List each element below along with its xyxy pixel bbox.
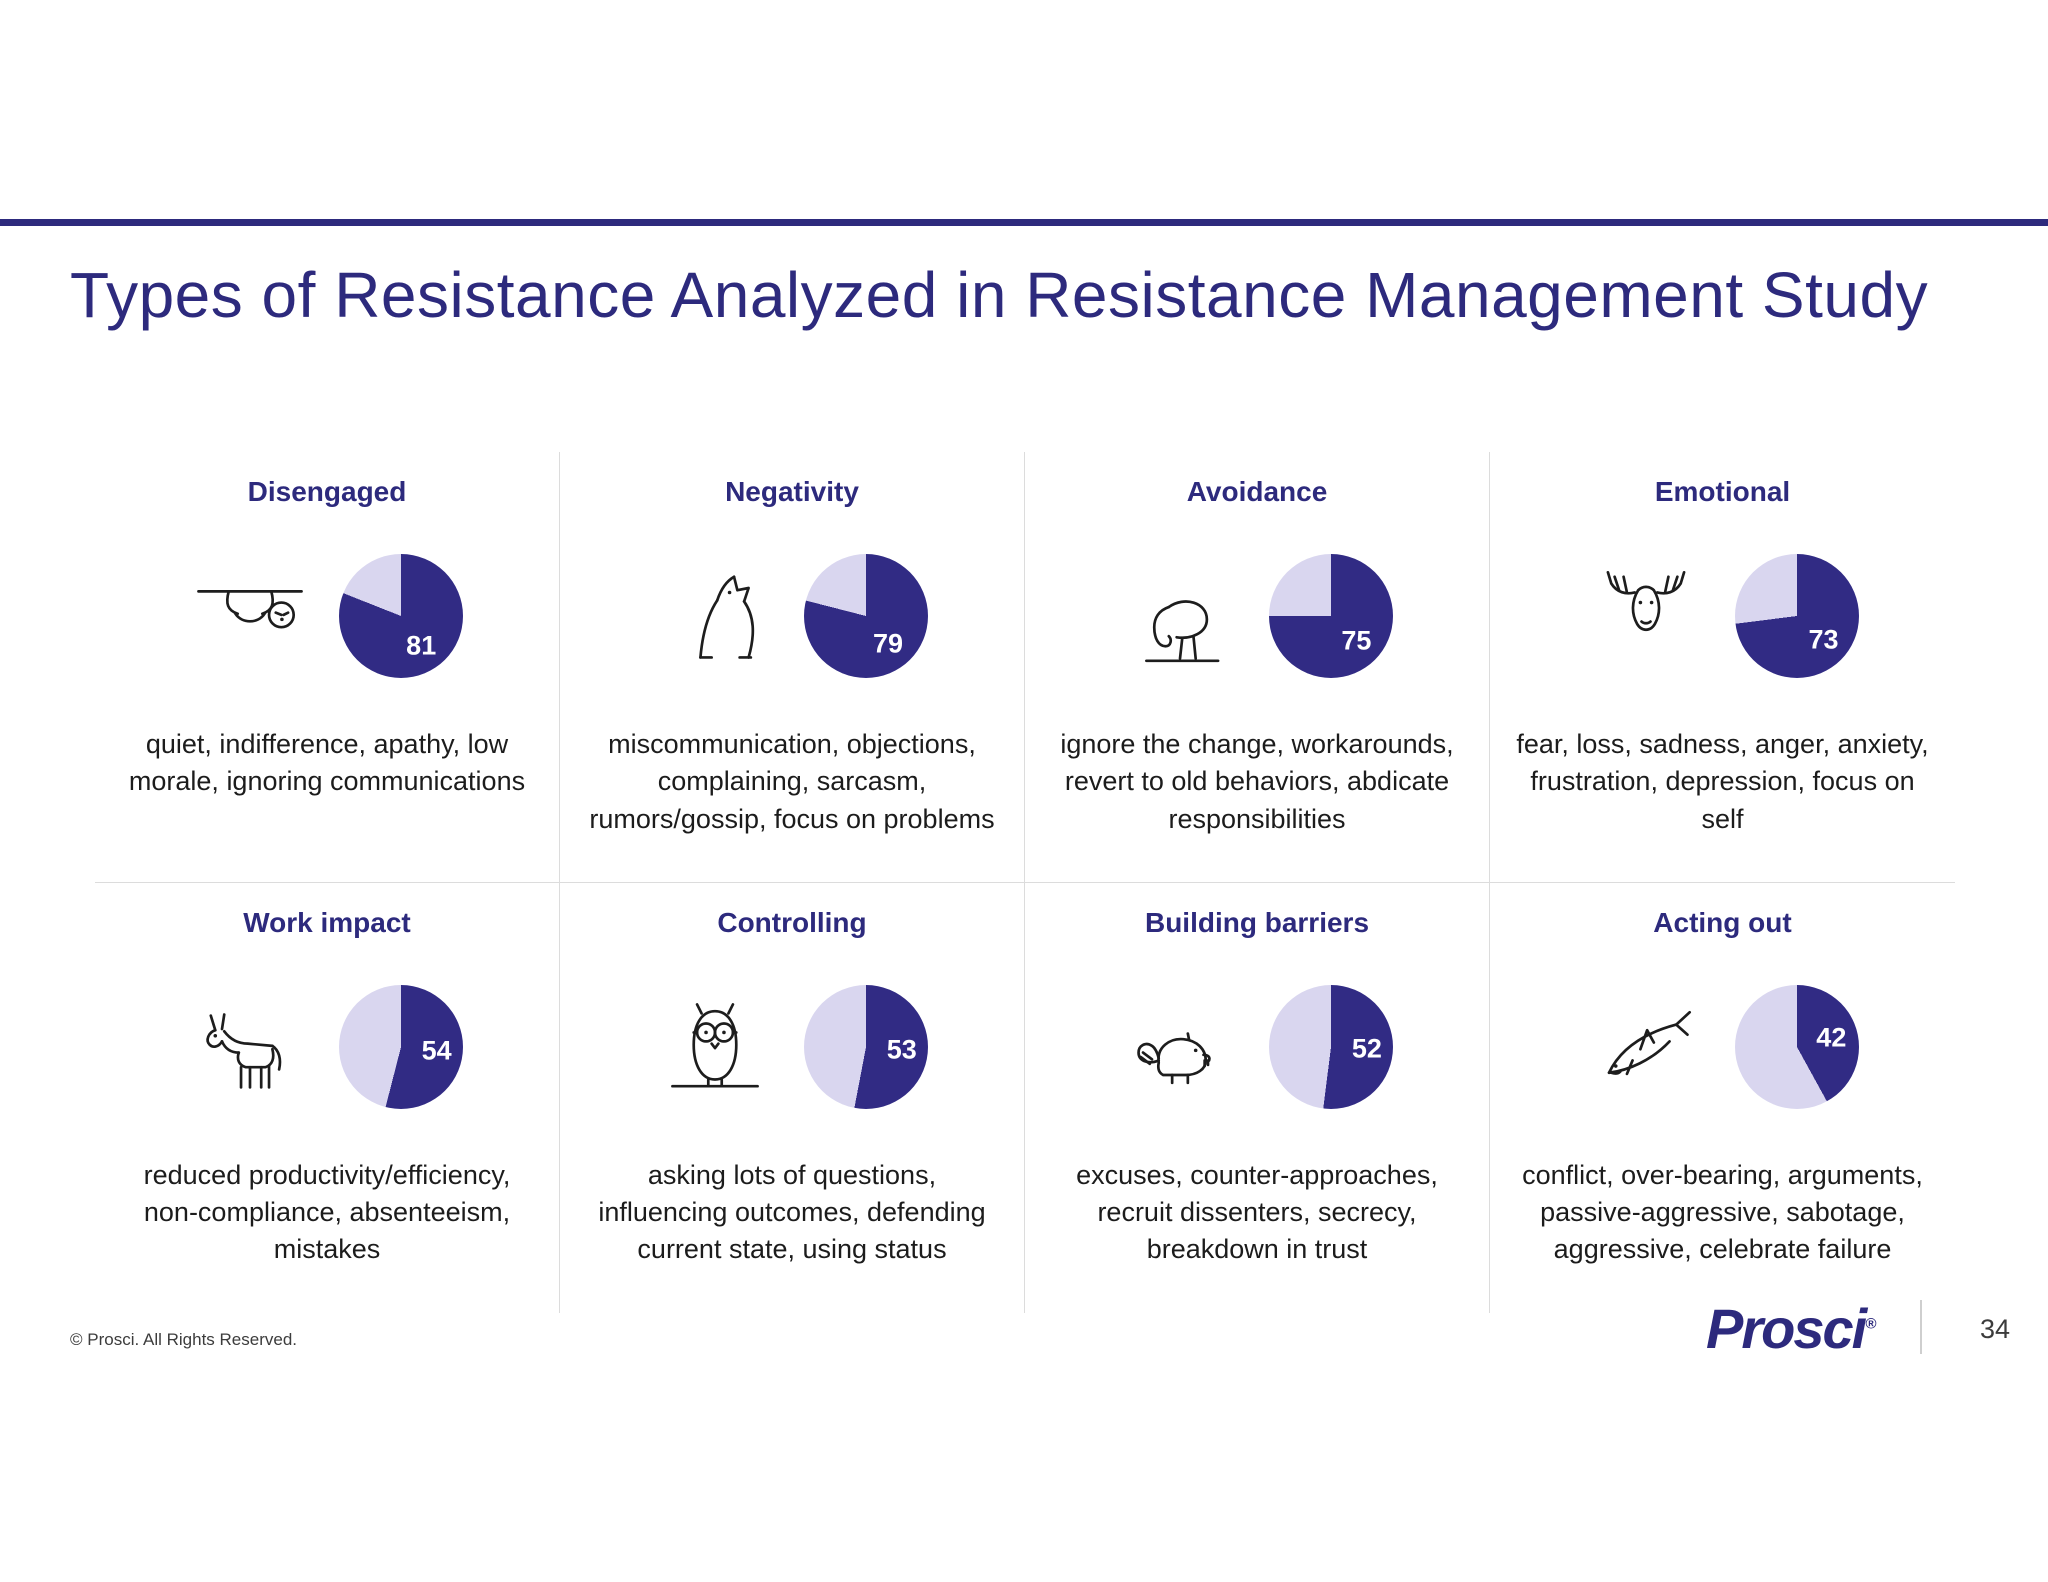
figure-row: 81: [115, 532, 539, 700]
type-card-acting-out: Acting out 42 conflict, over-bearing, ar…: [1490, 881, 1955, 1313]
type-description-work-impact: reduced productivity/efficiency, non-com…: [143, 1159, 511, 1265]
figure-row: 53: [580, 963, 1004, 1131]
prosci-logo-text: Prosci: [1706, 1297, 1867, 1360]
figure-row: 54: [115, 963, 539, 1131]
type-description-acting-out: conflict, over-bearing, arguments, passi…: [1522, 1159, 1923, 1265]
type-description-disengaged: quiet, indifference, apathy, low morale,…: [128, 729, 526, 797]
type-card-avoidance: Avoidance 75 ignore the change, workarou…: [1025, 452, 1490, 882]
shark-icon: [1587, 991, 1705, 1103]
type-description-controlling: asking lots of questions, influencing ou…: [598, 1159, 986, 1265]
pie-chart-work-impact: 54: [339, 984, 463, 1109]
type-card-work-impact: Work impact 54 reduced productivity/effi…: [95, 881, 560, 1313]
footer-divider: [1920, 1300, 1922, 1354]
pie-value-label: 81: [406, 630, 437, 661]
figure-row: 52: [1045, 963, 1469, 1131]
donkey-icon: [191, 991, 309, 1103]
type-title-work-impact: Work impact: [243, 906, 411, 938]
pie-value-label: 53: [886, 1034, 917, 1065]
beaver-icon: [1121, 991, 1239, 1103]
ostrich-icon: [1121, 560, 1239, 672]
owl-icon: [656, 991, 774, 1103]
figure-row: 42: [1510, 963, 1935, 1131]
type-title-building-barriers: Building barriers: [1144, 906, 1370, 938]
pie-value-label: 73: [1808, 624, 1839, 655]
type-card-controlling: Controlling 53 asking lots of questions,…: [560, 881, 1025, 1313]
type-title-disengaged: Disengaged: [247, 476, 407, 507]
pie-chart-avoidance: 75: [1269, 554, 1393, 678]
type-card-building-barriers: Building barriers 52 excuses, counter-ap…: [1025, 881, 1490, 1313]
type-title-acting-out: Acting out: [1653, 906, 1792, 938]
type-card-emotional: Emotional 73 fear, loss, sadness, anger,…: [1490, 452, 1955, 882]
type-description-emotional: fear, loss, sadness, anger, anxiety, fru…: [1516, 729, 1929, 834]
pie-chart-disengaged: 81: [339, 554, 463, 678]
pie-chart-emotional: 73: [1734, 554, 1859, 678]
type-description-avoidance: ignore the change, workarounds, revert t…: [1060, 729, 1454, 834]
pie-value-label: 54: [421, 1035, 452, 1066]
figure-row: 73: [1510, 532, 1935, 700]
type-title-negativity: Negativity: [725, 476, 859, 507]
wolf-icon: [656, 560, 774, 672]
slide-title: Types of Resistance Analyzed in Resistan…: [70, 259, 1929, 331]
pie-chart-negativity: 79: [804, 554, 928, 678]
moose-icon: [1587, 560, 1705, 672]
type-title-avoidance: Avoidance: [1186, 476, 1328, 507]
pie-value-label: 79: [873, 628, 904, 659]
type-title-emotional: Emotional: [1654, 476, 1791, 507]
pie-chart-controlling: 53: [804, 984, 928, 1109]
resistance-grid: Disengaged 81 quiet, indifference, apath…: [95, 452, 1955, 1313]
type-card-disengaged: Disengaged 81 quiet, indifference, apath…: [95, 452, 560, 882]
pie-value-label: 42: [1816, 1022, 1847, 1053]
page-number: 34: [1980, 1314, 2011, 1344]
registered-mark: ®: [1865, 1315, 1877, 1333]
pie-chart-building-barriers: 52: [1269, 984, 1393, 1109]
pie-value-label: 52: [1351, 1033, 1382, 1064]
pie-chart-acting-out: 42: [1734, 984, 1859, 1109]
top-accent-bar: [0, 219, 2048, 226]
figure-row: 75: [1045, 532, 1469, 700]
prosci-logo: Prosci®: [1706, 1296, 1876, 1361]
copyright-text: © Prosci. All Rights Reserved.: [70, 1330, 297, 1349]
pie-value-label: 75: [1341, 625, 1372, 656]
type-description-building-barriers: excuses, counter-approaches, recruit dis…: [1076, 1159, 1438, 1265]
type-card-negativity: Negativity 79 miscommunication, objectio…: [560, 452, 1025, 882]
figure-row: 79: [580, 532, 1004, 700]
sloth-icon: [191, 560, 309, 672]
type-description-negativity: miscommunication, objections, complainin…: [589, 729, 995, 834]
type-title-controlling: Controlling: [717, 906, 867, 938]
